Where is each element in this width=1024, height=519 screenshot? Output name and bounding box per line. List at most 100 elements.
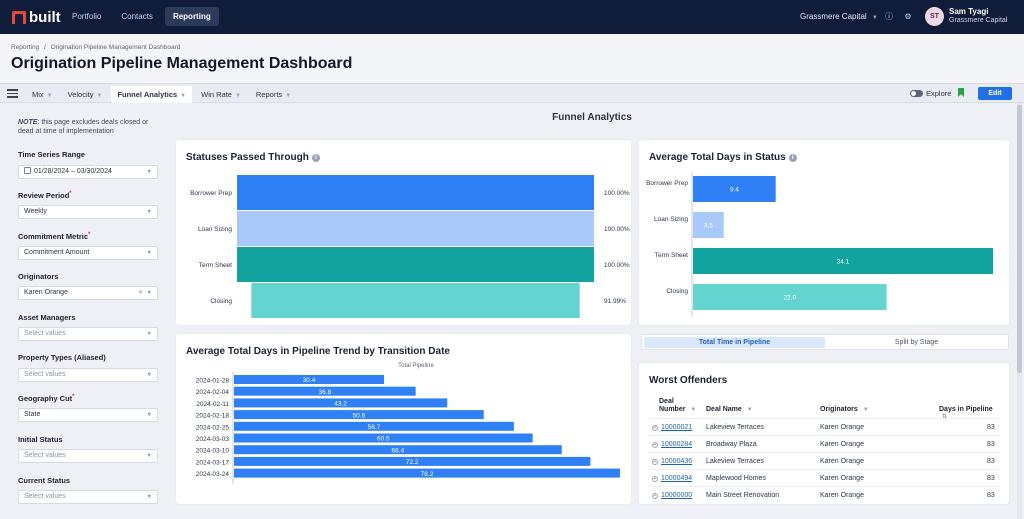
page-header: Reporting / Origination Pipeline Managem… bbox=[0, 34, 1024, 83]
chevron-down-icon: ▼ bbox=[146, 209, 152, 215]
col-deal-number[interactable]: Number ▼ bbox=[659, 406, 697, 413]
tab-funnel-analytics[interactable]: Funnel Analytics ▼ bbox=[111, 86, 193, 103]
deal-number-link[interactable]: 10000284 bbox=[661, 441, 693, 448]
status-bar[interactable] bbox=[693, 176, 776, 202]
trend-bar[interactable] bbox=[234, 421, 514, 431]
tab-velocity[interactable]: Velocity ▼ bbox=[67, 90, 103, 99]
table-row[interactable]: +10000000 Main Street Renovation Karen Ora… bbox=[649, 486, 999, 503]
property-types-label: Property Types (Aliased) bbox=[18, 353, 106, 362]
org-switcher[interactable]: Grassmere Capital ▼ bbox=[800, 12, 878, 21]
tab-mix[interactable]: Mix ▼ bbox=[32, 90, 53, 99]
commitment-metric-select[interactable]: Commitment Amount ▼ bbox=[18, 246, 158, 260]
info-icon[interactable]: ⓘ bbox=[885, 12, 893, 21]
data-label: 78.2 bbox=[421, 471, 434, 478]
expand-icon[interactable]: + bbox=[652, 476, 658, 482]
trend-bar[interactable] bbox=[234, 468, 620, 478]
edit-button[interactable]: Edit bbox=[978, 87, 1012, 100]
breadcrumb-reporting[interactable]: Reporting bbox=[11, 44, 40, 51]
property-types-select[interactable]: Select values ▼ bbox=[18, 368, 158, 382]
legend-label: Total Pipeline bbox=[398, 363, 434, 369]
table-row[interactable]: +10000284 Broadway Plaza Karen Orange 83 bbox=[649, 435, 999, 452]
data-label: 60.5 bbox=[377, 436, 390, 443]
funnel-bar[interactable] bbox=[237, 211, 594, 246]
percent-label: 100.00% bbox=[604, 226, 630, 233]
col-deal-name[interactable]: Deal Name ▼ bbox=[706, 406, 753, 413]
trend-bar[interactable] bbox=[234, 410, 484, 420]
expand-icon[interactable]: + bbox=[652, 425, 658, 431]
geography-cut-select[interactable]: State ▼ bbox=[18, 408, 158, 422]
time-series-range-input[interactable]: 01/28/2024 – 03/30/2024 ▼ bbox=[18, 165, 158, 179]
expand-icon[interactable]: + bbox=[652, 493, 658, 499]
expand-icon[interactable]: + bbox=[652, 459, 658, 465]
status-bar[interactable] bbox=[693, 212, 724, 238]
menu-icon[interactable] bbox=[7, 89, 18, 98]
sort-icon: ⇅ bbox=[942, 414, 948, 420]
table-row[interactable]: +10000494 Maplewood Homes Karen Orange 83 bbox=[649, 469, 999, 486]
user-name[interactable]: Sam Tyagi bbox=[949, 7, 989, 16]
funnel-bar[interactable] bbox=[237, 175, 594, 210]
page-scrollbar[interactable] bbox=[1017, 103, 1022, 519]
table-row[interactable]: +10000436 Lakeview Terraces Karen Orange 83 bbox=[649, 452, 999, 469]
data-label: 56.7 bbox=[368, 424, 381, 431]
col-days[interactable]: Days in Pipeline ⇅ bbox=[939, 406, 993, 420]
split-by-stage-option[interactable]: Split by Stage bbox=[894, 339, 939, 346]
calendar-icon bbox=[24, 167, 31, 174]
trend-bar[interactable] bbox=[234, 433, 533, 443]
col-originators[interactable]: Originators ▼ bbox=[820, 406, 869, 413]
review-period-select[interactable]: Weekly ▼ bbox=[18, 205, 158, 219]
statuses-title: Statuses Passed Through i bbox=[186, 152, 320, 163]
deal-name-cell: Broadway Plaza bbox=[706, 441, 757, 448]
trend-bar[interactable] bbox=[234, 398, 448, 408]
date-label: 2024-03-17 bbox=[196, 459, 230, 466]
built-logo[interactable]: built bbox=[12, 9, 61, 26]
category-label: Borrower Prep bbox=[646, 180, 688, 187]
sort-icon: ▼ bbox=[746, 407, 753, 413]
trend-bar[interactable] bbox=[234, 445, 562, 455]
deal-name-cell: Main Street Renovation bbox=[706, 492, 780, 499]
trend-bar[interactable] bbox=[234, 375, 385, 384]
scroll-thumb[interactable] bbox=[1017, 105, 1022, 373]
status-bar[interactable] bbox=[693, 248, 993, 274]
data-label: 50.6 bbox=[353, 412, 366, 419]
deal-number-link[interactable]: 10000021 bbox=[661, 424, 693, 431]
dashboard-tabs: Mix ▼ Velocity ▼ Funnel Analytics ▼ Win Rat… bbox=[26, 86, 297, 103]
total-time-option[interactable]: Total Time in Pipeline bbox=[644, 337, 825, 348]
asset-managers-label: Asset Managers bbox=[18, 313, 76, 322]
funnel-bar[interactable] bbox=[251, 283, 580, 318]
status-bar[interactable] bbox=[693, 284, 887, 310]
funnel-bar[interactable] bbox=[237, 247, 594, 282]
asset-managers-select[interactable]: Select values ▼ bbox=[18, 327, 158, 341]
gear-icon[interactable]: ⚙ bbox=[904, 12, 912, 21]
date-label: 2024-01-28 bbox=[196, 378, 230, 385]
deal-number-link[interactable]: 10000436 bbox=[661, 458, 693, 465]
tab-reports[interactable]: Reports ▼ bbox=[255, 90, 292, 99]
expand-icon[interactable]: + bbox=[652, 442, 658, 448]
nav-reporting[interactable]: Reporting bbox=[164, 7, 219, 26]
deal-number-link[interactable]: 10000494 bbox=[661, 475, 693, 482]
data-label: 36.8 bbox=[318, 389, 331, 396]
breadcrumb-current: Origination Pipeline Management Dashboar… bbox=[50, 44, 181, 51]
table-row[interactable]: +10000021 Lakeview Terraces Karen Orange 83 bbox=[649, 418, 999, 435]
tab-win-rate[interactable]: Win Rate ▼ bbox=[201, 90, 241, 99]
dashboard-content: Funnel Analytics Statuses Passed Through… bbox=[168, 103, 1016, 519]
deal-number-link[interactable]: 10000000 bbox=[661, 492, 693, 499]
trend-bar[interactable] bbox=[234, 386, 416, 396]
date-label: 2024-03-03 bbox=[196, 436, 230, 443]
originators-select[interactable]: Karen Orange ✕ ▼ bbox=[18, 286, 158, 300]
bookmark-icon[interactable] bbox=[958, 88, 964, 97]
sort-icon: ▼ bbox=[690, 407, 697, 413]
deal-cell: +10000021 bbox=[652, 424, 692, 431]
statuses-card: Statuses Passed Through i Borrower Prep 10… bbox=[176, 140, 631, 325]
nav-contacts[interactable]: Contacts bbox=[121, 12, 153, 21]
initial-status-select[interactable]: Select values ▼ bbox=[18, 449, 158, 463]
category-label: Closing bbox=[210, 298, 232, 305]
avatar[interactable]: ST bbox=[925, 7, 944, 26]
explore-toggle[interactable] bbox=[910, 90, 923, 97]
trend-bar[interactable] bbox=[234, 456, 591, 466]
originator-cell: Karen Orange bbox=[820, 424, 864, 431]
chevron-down-icon: ▼ bbox=[146, 372, 152, 378]
data-label: 3.5 bbox=[704, 223, 713, 230]
percent-label: 100.00% bbox=[604, 262, 630, 269]
current-status-select[interactable]: Select values ▼ bbox=[18, 490, 158, 504]
nav-portfolio[interactable]: Portfolio bbox=[72, 12, 102, 21]
